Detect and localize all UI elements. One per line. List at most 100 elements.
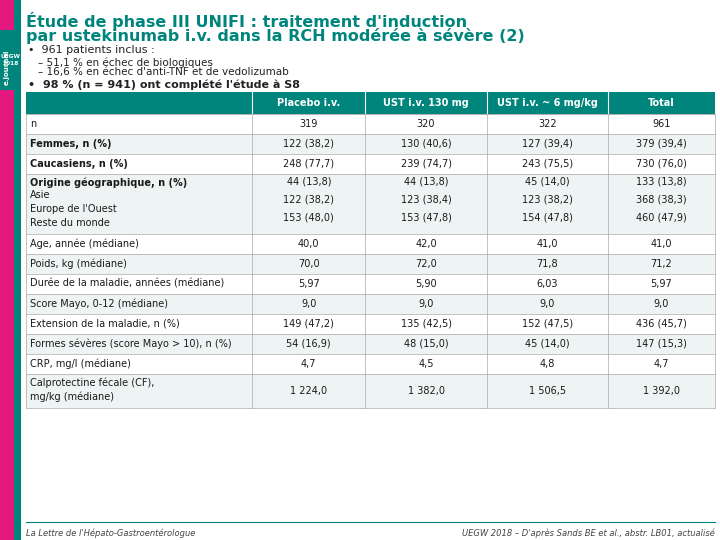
Text: Placebo i.v.: Placebo i.v. [277, 98, 341, 108]
Text: 149 (47,2): 149 (47,2) [284, 319, 334, 329]
Text: 436 (45,7): 436 (45,7) [636, 319, 687, 329]
Text: 961: 961 [652, 119, 671, 129]
Bar [14, 0, 21, 540]
Text: 248 (77,7): 248 (77,7) [283, 159, 334, 169]
Text: 70,0: 70,0 [298, 259, 320, 269]
Text: 72,0: 72,0 [415, 259, 437, 269]
Text: 41,0: 41,0 [651, 239, 672, 249]
Text: 460 (47,9): 460 (47,9) [636, 213, 687, 223]
Text: 5,97: 5,97 [298, 279, 320, 289]
Text: 730 (76,0): 730 (76,0) [636, 159, 687, 169]
Text: 4,8: 4,8 [540, 359, 555, 369]
Text: 71,8: 71,8 [536, 259, 558, 269]
Text: 243 (75,5): 243 (75,5) [522, 159, 573, 169]
Text: 127 (39,4): 127 (39,4) [522, 139, 573, 149]
Bar [26, 374, 715, 408]
Text: 45 (14,0): 45 (14,0) [525, 177, 570, 187]
Text: 54 (16,9): 54 (16,9) [287, 339, 331, 349]
Text: 368 (38,3): 368 (38,3) [636, 195, 687, 205]
Bar [26, 234, 715, 254]
Text: 1 382,0: 1 382,0 [408, 386, 444, 396]
Text: Europe de l'Ouest: Europe de l'Ouest [30, 204, 117, 214]
Text: 44 (13,8): 44 (13,8) [287, 177, 331, 187]
Text: 122 (38,2): 122 (38,2) [283, 139, 334, 149]
Text: UST i.v. ~ 6 mg/kg: UST i.v. ~ 6 mg/kg [497, 98, 598, 108]
Text: mg/kg (médiane): mg/kg (médiane) [30, 391, 114, 402]
Text: Femmes, n (%): Femmes, n (%) [30, 139, 112, 149]
Text: 48 (15,0): 48 (15,0) [404, 339, 449, 349]
Text: 135 (42,5): 135 (42,5) [400, 319, 451, 329]
Bar [26, 134, 715, 154]
Text: 153 (48,0): 153 (48,0) [284, 213, 334, 223]
Text: 133 (13,8): 133 (13,8) [636, 177, 687, 187]
Text: – 16,6 % en échec d'anti-TNF et de vedolizumab: – 16,6 % en échec d'anti-TNF et de vedol… [38, 67, 289, 77]
Text: 152 (47,5): 152 (47,5) [522, 319, 573, 329]
Text: Age, année (médiane): Age, année (médiane) [30, 239, 139, 249]
Bar [26, 92, 715, 114]
Text: 5,97: 5,97 [651, 279, 672, 289]
Bar [26, 274, 715, 294]
Text: 4,7: 4,7 [654, 359, 670, 369]
Text: 9,0: 9,0 [301, 299, 317, 309]
Text: 319: 319 [300, 119, 318, 129]
Text: 153 (47,8): 153 (47,8) [400, 213, 451, 223]
Text: 4,5: 4,5 [418, 359, 433, 369]
Text: 6,03: 6,03 [536, 279, 558, 289]
Text: Étude de phase III UNIFI : traitement d'induction: Étude de phase III UNIFI : traitement d'… [26, 12, 467, 30]
Text: 4,7: 4,7 [301, 359, 317, 369]
Text: Origine géographique, n (%): Origine géographique, n (%) [30, 177, 187, 187]
Text: Caucasiens, n (%): Caucasiens, n (%) [30, 159, 128, 169]
Text: Poids, kg (médiane): Poids, kg (médiane) [30, 259, 127, 269]
Text: 9,0: 9,0 [418, 299, 433, 309]
Text: 322: 322 [538, 119, 557, 129]
Bar [0, 0, 14, 540]
Text: La Lettre de l'Hépato-Gastroentérologue: La Lettre de l'Hépato-Gastroentérologue [26, 528, 195, 537]
Text: Total: Total [648, 98, 675, 108]
Text: 154 (47,8): 154 (47,8) [522, 213, 573, 223]
Text: 239 (74,7): 239 (74,7) [400, 159, 451, 169]
Bar [26, 154, 715, 174]
Text: 40,0: 40,0 [298, 239, 320, 249]
Text: 1 506,5: 1 506,5 [528, 386, 566, 396]
Text: 9,0: 9,0 [654, 299, 669, 309]
Text: 71,2: 71,2 [651, 259, 672, 269]
Text: par ustekinumab i.v. dans la RCH modérée à sévère (2): par ustekinumab i.v. dans la RCH modérée… [26, 28, 525, 44]
Text: Calprotectine fécale (CF),: Calprotectine fécale (CF), [30, 377, 154, 388]
Text: 1 392,0: 1 392,0 [643, 386, 680, 396]
Text: 122 (38,2): 122 (38,2) [283, 195, 334, 205]
Text: •  961 patients inclus :: • 961 patients inclus : [28, 45, 155, 55]
Text: 42,0: 42,0 [415, 239, 437, 249]
Bar [26, 314, 715, 334]
Bar [26, 354, 715, 374]
Text: CRP, mg/l (médiane): CRP, mg/l (médiane) [30, 359, 131, 369]
Text: e.journal: e.journal [4, 50, 10, 85]
Text: 41,0: 41,0 [536, 239, 558, 249]
Text: 123 (38,2): 123 (38,2) [522, 195, 573, 205]
Text: UST i.v. 130 mg: UST i.v. 130 mg [383, 98, 469, 108]
Text: UEGW
2018: UEGW 2018 [1, 55, 20, 65]
Text: 9,0: 9,0 [540, 299, 555, 309]
Text: 130 (40,6): 130 (40,6) [401, 139, 451, 149]
Text: 1 224,0: 1 224,0 [290, 386, 328, 396]
Bar [26, 294, 715, 314]
Text: 147 (15,3): 147 (15,3) [636, 339, 687, 349]
Text: – 51,1 % en échec de biologiques: – 51,1 % en échec de biologiques [38, 57, 213, 68]
Bar [0, 30, 21, 90]
Bar [26, 114, 715, 134]
Text: Score Mayo, 0-12 (médiane): Score Mayo, 0-12 (médiane) [30, 299, 168, 309]
Text: •  98 % (n = 941) ont complété l'étude à S8: • 98 % (n = 941) ont complété l'étude à … [28, 79, 300, 90]
Bar [26, 254, 715, 274]
Text: 44 (13,8): 44 (13,8) [404, 177, 449, 187]
Text: 45 (14,0): 45 (14,0) [525, 339, 570, 349]
Text: 379 (39,4): 379 (39,4) [636, 139, 687, 149]
Text: Durée de la maladie, années (médiane): Durée de la maladie, années (médiane) [30, 279, 224, 289]
Text: n: n [30, 119, 36, 129]
Bar [26, 334, 715, 354]
Text: Formes sévères (score Mayo > 10), n (%): Formes sévères (score Mayo > 10), n (%) [30, 339, 232, 349]
Text: 320: 320 [417, 119, 436, 129]
Text: 5,90: 5,90 [415, 279, 437, 289]
Text: Extension de la maladie, n (%): Extension de la maladie, n (%) [30, 319, 180, 329]
Bar [26, 174, 715, 234]
Text: 123 (38,4): 123 (38,4) [400, 195, 451, 205]
Text: Asie: Asie [30, 191, 50, 200]
